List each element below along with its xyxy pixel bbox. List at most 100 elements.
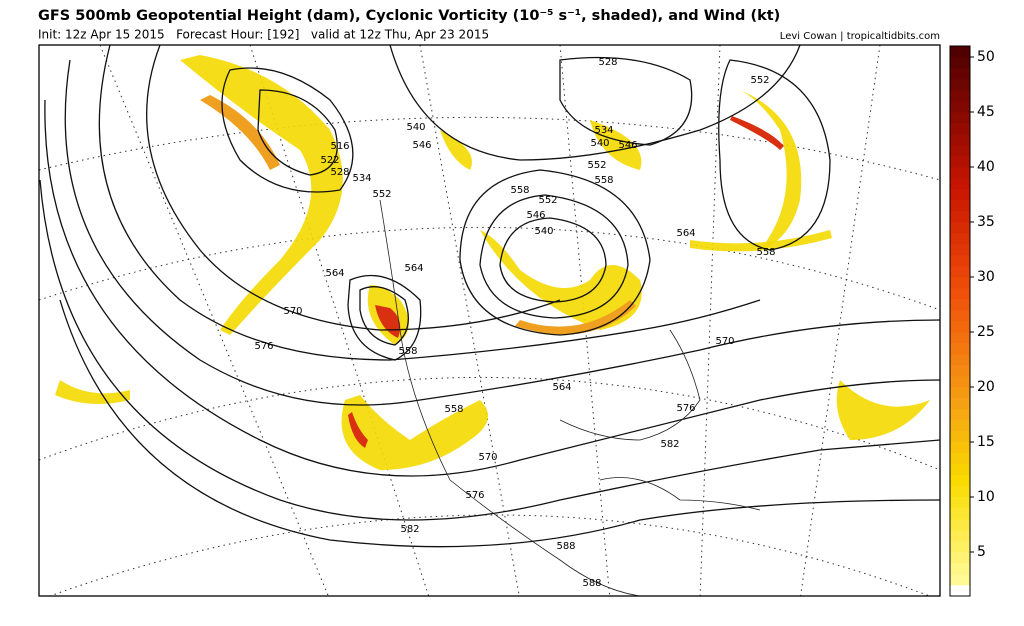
colorbar-tick-label: 30 — [977, 269, 995, 285]
colorbar-step — [950, 508, 970, 520]
contour-label: 570 — [478, 452, 497, 463]
contour-label: 546 — [412, 140, 431, 151]
colorbar-tick-label: 35 — [977, 214, 995, 230]
contour-label: 588 — [582, 578, 601, 589]
colorbar-step — [950, 475, 970, 487]
contour-label: 552 — [538, 195, 557, 206]
colorbar-step — [950, 321, 970, 333]
colorbar-step — [950, 486, 970, 498]
contour-label: 582 — [660, 439, 679, 450]
contour-label: 540 — [534, 226, 553, 237]
contour-label: 588 — [556, 541, 575, 552]
contour-label: 576 — [676, 403, 695, 414]
contour-label: 558 — [510, 185, 529, 196]
contour-label: 552 — [750, 75, 769, 86]
contour-label: 540 — [590, 138, 609, 149]
colorbar-step — [950, 145, 970, 157]
colorbar-step — [950, 519, 970, 531]
contour-label: 570 — [715, 336, 734, 347]
colorbar-tick-label: 25 — [977, 324, 995, 340]
colorbar: 5 10 15 20 25 30 35 40 45 50 — [949, 45, 995, 597]
colorbar-step — [950, 57, 970, 69]
colorbar-step — [950, 222, 970, 234]
colorbar-tick-label: 40 — [977, 159, 995, 175]
colorbar-step — [950, 310, 970, 322]
colorbar-step — [950, 211, 970, 223]
contour-label: 558 — [444, 404, 463, 415]
colorbar-step — [950, 387, 970, 399]
contour-label: 546 — [618, 140, 637, 151]
colorbar-step — [950, 574, 970, 586]
contour-label: 528 — [598, 57, 617, 68]
colorbar-tick-label: 45 — [977, 104, 995, 120]
colorbar-step — [950, 90, 970, 102]
colorbar-step — [950, 288, 970, 300]
colorbar-step — [950, 112, 970, 124]
colorbar-step — [950, 79, 970, 91]
colorbar-step — [950, 189, 970, 201]
colorbar-step — [950, 365, 970, 377]
contour-label: 552 — [587, 160, 606, 171]
colorbar-step — [950, 376, 970, 388]
colorbar-step — [950, 167, 970, 179]
contour-label: 564 — [552, 382, 571, 393]
contour-label: 582 — [400, 524, 419, 535]
colorbar-step — [950, 497, 970, 509]
contour-label: 552 — [372, 189, 391, 200]
contour-label: 564 — [676, 228, 695, 239]
contour-label: 564 — [325, 268, 344, 279]
contour-label: 558 — [398, 346, 417, 357]
contour-label: 540 — [406, 122, 425, 133]
colorbar-step — [950, 563, 970, 575]
colorbar-step — [950, 156, 970, 168]
contour-label: 558 — [756, 247, 775, 258]
colorbar-step — [950, 354, 970, 366]
colorbar-step — [950, 244, 970, 256]
contour-label: 516 — [330, 141, 349, 152]
colorbar-step — [950, 101, 970, 113]
colorbar-tick-label: 50 — [977, 49, 995, 65]
credit: Levi Cowan | tropicaltidbits.com — [780, 31, 940, 42]
colorbar-tick-label: 10 — [977, 489, 995, 505]
title: GFS 500mb Geopotential Height (dam), Cyc… — [38, 8, 780, 24]
colorbar-step — [950, 431, 970, 443]
colorbar-step — [950, 46, 970, 58]
colorbar-step — [950, 332, 970, 344]
colorbar-step — [950, 134, 970, 146]
colorbar-step — [950, 453, 970, 465]
contour-label: 558 — [594, 175, 613, 186]
colorbar-step — [950, 530, 970, 542]
colorbar-step — [950, 343, 970, 355]
colorbar-frame — [949, 45, 971, 597]
colorbar-step — [950, 200, 970, 212]
colorbar-tick-label: 20 — [977, 379, 995, 395]
subtitle: Init: 12z Apr 15 2015 Forecast Hour: [19… — [38, 28, 489, 42]
map: 528 552 534 540 546 540 546 516 522 528 … — [38, 44, 941, 597]
colorbar-step — [950, 541, 970, 553]
colorbar-step — [950, 68, 970, 80]
contour-label: 546 — [526, 210, 545, 221]
colorbar-tick-label: 15 — [977, 434, 995, 450]
contour-label: 570 — [283, 306, 302, 317]
contour-label: 576 — [254, 341, 273, 352]
contour-label: 534 — [594, 125, 613, 136]
contour-label: 534 — [352, 173, 371, 184]
colorbar-step — [950, 277, 970, 289]
colorbar-tick-label: 5 — [977, 544, 986, 560]
contour-label: 528 — [330, 167, 349, 178]
colorbar-step — [950, 266, 970, 278]
contour-label: 576 — [465, 490, 484, 501]
colorbar-step — [950, 178, 970, 190]
colorbar-step — [950, 464, 970, 476]
colorbar-step — [950, 398, 970, 410]
contour-label: 522 — [320, 155, 339, 166]
colorbar-step — [950, 552, 970, 564]
contour-label: 564 — [404, 263, 423, 274]
colorbar-step — [950, 442, 970, 454]
colorbar-step — [950, 409, 970, 421]
contour-labels: 528 552 534 540 546 540 546 516 522 528 … — [254, 57, 775, 589]
colorbar-step — [950, 299, 970, 311]
colorbar-step — [950, 233, 970, 245]
colorbar-step — [950, 255, 970, 267]
